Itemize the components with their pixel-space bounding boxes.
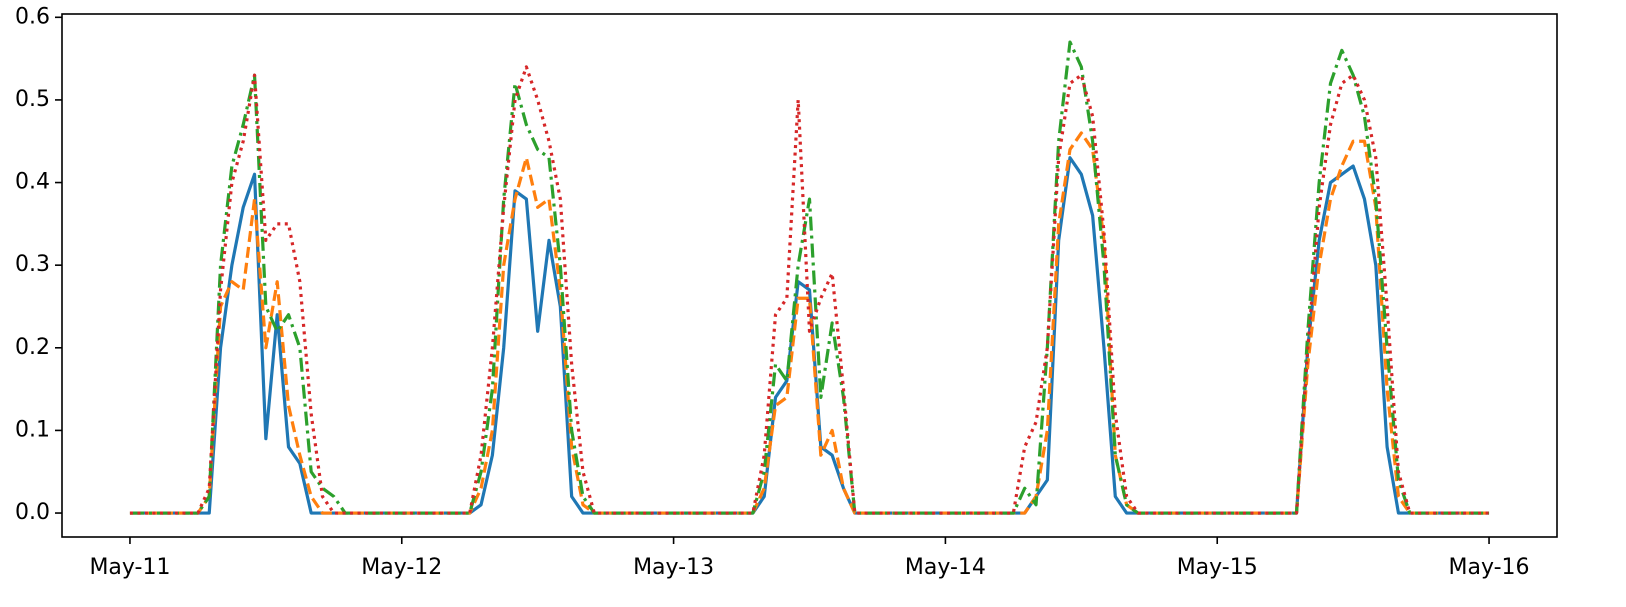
x-tick-label: May-12 [361,555,442,580]
x-tick-label: May-13 [633,555,714,580]
y-tick-label: 0.6 [15,4,50,29]
plot-frame [61,13,1558,538]
y-tick-label: 0.5 [15,87,50,112]
data-line [129,131,1490,515]
y-tick-label: 0.4 [15,170,50,195]
y-tick-label: 0.2 [15,335,50,360]
x-tick-label: May-14 [905,555,986,580]
data-line [129,65,1490,515]
x-tick-label: May-16 [1449,555,1530,580]
y-tick-label: 0.0 [15,500,50,525]
data-line [129,40,1490,515]
y-tick-label: 0.3 [15,252,50,277]
y-tick-label: 0.1 [15,417,50,442]
x-tick-label: May-15 [1177,555,1258,580]
x-tick-label: May-11 [89,555,170,580]
